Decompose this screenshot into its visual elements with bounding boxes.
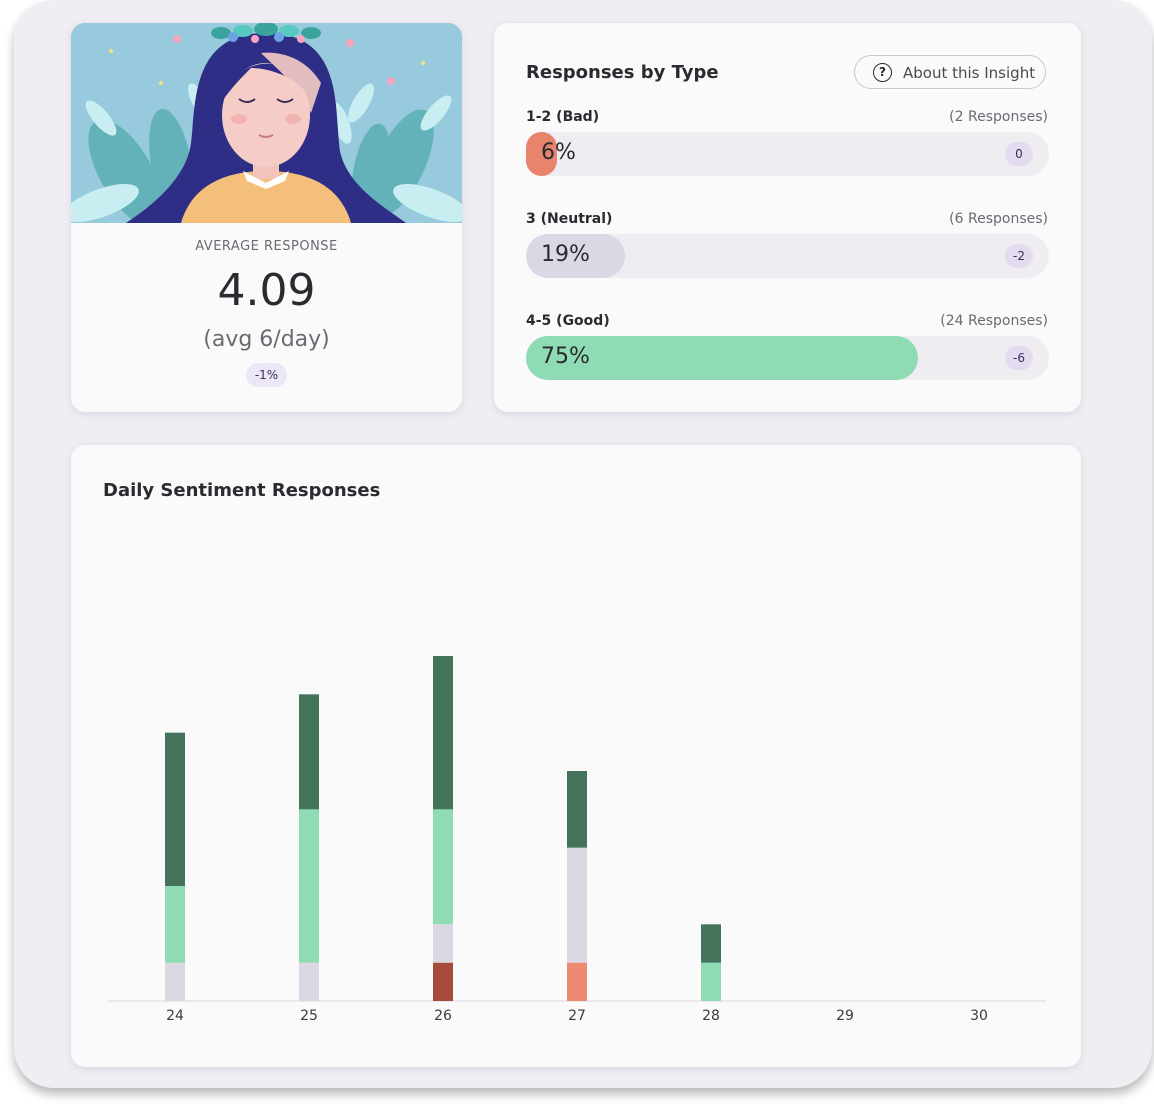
progress-fill-bad (526, 132, 558, 176)
delta-badge-good: -6 (1005, 346, 1033, 370)
progress-fill-good (526, 336, 919, 380)
bar-segment-24-4[interactable] (165, 732, 185, 886)
progress-bar-neutral: 19% -2 (526, 234, 1049, 278)
row-count-neutral: (6 Responses) (949, 211, 1048, 227)
daily-sentiment-card: Daily Sentiment Responses 24 25 26 27 28 29 30 (71, 445, 1081, 1067)
row-label-good: 4-5 (Good) (526, 313, 610, 329)
percent-good: 75% (541, 344, 590, 369)
x-tick-label-29: 29 (836, 1008, 854, 1024)
bar-segment-26-3[interactable] (433, 809, 453, 925)
progress-bar-good: 75% -6 (526, 336, 1049, 380)
average-per-day: (avg 6/day) (203, 327, 330, 352)
x-tick-label-24: 24 (166, 1008, 184, 1024)
percent-bad: 6% (541, 140, 576, 165)
x-tick-label-25: 25 (300, 1008, 318, 1024)
bar-segment-24-3[interactable] (165, 886, 185, 963)
x-tick-label-28: 28 (702, 1008, 720, 1024)
progress-fill-neutral (526, 234, 626, 278)
change-badge: -1% (246, 363, 287, 387)
bar-segment-27-4[interactable] (567, 771, 587, 848)
bar-segment-27-2[interactable] (567, 847, 587, 963)
bar-segment-26-2[interactable] (433, 924, 453, 963)
x-tick-label-26: 26 (434, 1008, 452, 1024)
average-response-value: 4.09 (217, 265, 316, 316)
percent-neutral: 19% (541, 242, 590, 267)
delta-badge-bad: 0 (1005, 142, 1033, 166)
x-tick-label-27: 27 (568, 1008, 586, 1024)
bar-segment-27-1[interactable] (567, 962, 587, 1001)
bar-segment-25-3[interactable] (299, 809, 319, 963)
bar-segment-25-4[interactable] (299, 694, 319, 810)
card-title: Responses by Type (526, 62, 719, 83)
bar-segment-28-3[interactable] (701, 962, 721, 1001)
help-icon: ? (873, 63, 892, 82)
bar-segment-24-2[interactable] (165, 962, 185, 1001)
daily-sentiment-chart: 24 25 26 27 28 29 30 (108, 656, 1046, 1024)
average-response-card: AVERAGE RESPONSE 4.09 (avg 6/day) -1% (71, 23, 462, 412)
row-count-bad: (2 Responses) (949, 109, 1048, 125)
bar-segment-26-4[interactable] (433, 656, 453, 810)
x-tick-label-30: 30 (970, 1008, 988, 1024)
chart-title: Daily Sentiment Responses (103, 480, 381, 501)
delta-badge-neutral: -2 (1005, 244, 1033, 268)
about-insight-button[interactable]: ? About this Insight (854, 55, 1046, 89)
bar-segment-25-2[interactable] (299, 962, 319, 1001)
meditating-woman-illustration (71, 23, 462, 223)
bar-segment-26-0[interactable] (433, 962, 453, 1001)
row-label-bad: 1-2 (Bad) (526, 109, 600, 125)
bar-segment-28-4[interactable] (701, 924, 721, 963)
row-count-good: (24 Responses) (940, 313, 1048, 329)
average-response-label: AVERAGE RESPONSE (195, 239, 338, 254)
about-insight-label: About this Insight (903, 64, 1036, 82)
row-label-neutral: 3 (Neutral) (526, 211, 613, 227)
responses-by-type-card: Responses by Type ? About this Insight 1… (494, 23, 1081, 412)
progress-bar-bad: 6% 0 (526, 132, 1049, 176)
